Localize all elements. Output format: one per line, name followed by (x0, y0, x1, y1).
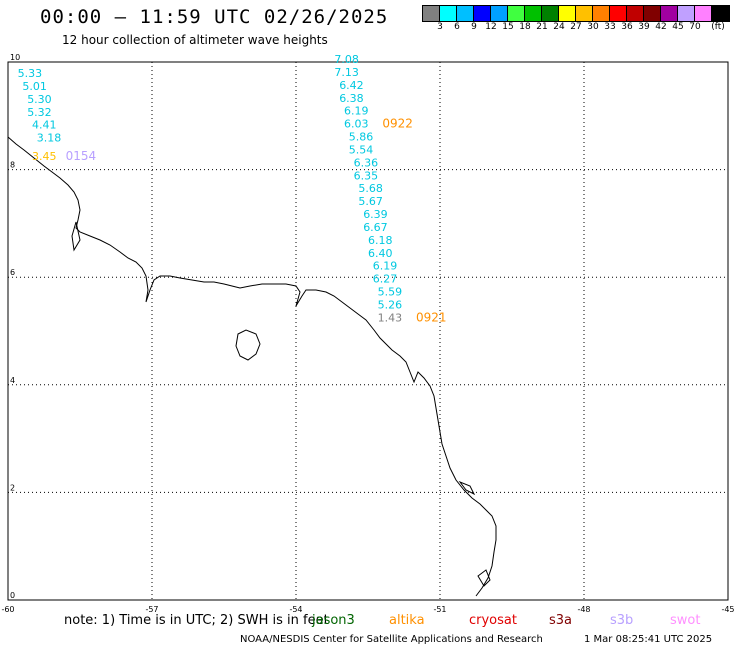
colorbar-swatch (712, 6, 729, 21)
island (235, 329, 261, 361)
wave-height-value: 6.27 (373, 273, 398, 286)
wave-height-value: 6.42 (339, 79, 364, 92)
colorbar-swatch (457, 6, 474, 21)
wave-height-value: 5.01 (22, 80, 47, 93)
colorbar-swatch (627, 6, 644, 21)
map-grid (7, 61, 729, 601)
satellite-legend-cryosat: cryosat (469, 613, 517, 628)
colorbar-swatch (610, 6, 627, 21)
colorbar-swatch (695, 6, 712, 21)
coastal-inlet-1 (71, 221, 81, 252)
wave-height-value: 6.67 (363, 221, 388, 234)
colorbar-tick-label: 9 (471, 22, 477, 32)
colorbar-swatch (593, 6, 610, 21)
wave-height-value: 5.54 (349, 143, 374, 156)
colorbar-tick-label: 6 (454, 22, 460, 32)
wave-height-value: 6.03 (344, 118, 369, 131)
latitude-tick-label: 4 (10, 376, 15, 385)
colorbar-unit: (ft) (711, 22, 725, 32)
colorbar-swatch (440, 6, 457, 21)
colorbar-tick-label: 42 (655, 22, 667, 32)
pass-time-label: 0922 (382, 117, 413, 131)
latitude-tick-label: 0 (10, 591, 15, 600)
south-america-coastline (7, 136, 497, 597)
longitude-tick-label: -48 (577, 605, 590, 614)
wave-height-value: 6.18 (368, 234, 393, 247)
wave-height-value: 7.13 (334, 66, 359, 79)
wave-height-value: 5.59 (378, 285, 403, 298)
map-frame (7, 61, 729, 601)
wave-height-value: 6.19 (344, 105, 369, 118)
colorbar-swatch (678, 6, 695, 21)
colorbar-tick-label: 33 (604, 22, 616, 32)
colorbar-tick-label: 3 (437, 22, 443, 32)
colorbar-swatch (474, 6, 491, 21)
coastal-inlet-3 (477, 569, 491, 587)
pass-time-label: 0154 (66, 149, 97, 163)
wave-height-value: 6.38 (339, 92, 364, 105)
satellite-legend-jason3: jason3 (312, 613, 355, 628)
colorbar-swatch (423, 6, 440, 21)
satellite-legend-s3b: s3b (610, 613, 634, 628)
colorbar-tick-label: 70 (689, 22, 701, 32)
wave-height-value: 4.41 (32, 119, 57, 132)
footer-credit: NOAA/NESDIS Center for Satellite Applica… (240, 634, 543, 645)
longitude-tick-label: -54 (289, 605, 302, 614)
wave-height-value: 5.32 (27, 106, 52, 119)
longitude-tick-label: -57 (145, 605, 158, 614)
colorbar-swatch (661, 6, 678, 21)
colorbar-tick-label: 21 (536, 22, 548, 32)
wave-height-value: 5.86 (349, 131, 374, 144)
colorbar-tick-label: 24 (553, 22, 565, 32)
latitude-tick-label: 8 (10, 161, 15, 170)
colorbar-tick-label: 12 (485, 22, 497, 32)
map-subtitle: 12 hour collection of altimeter wave hei… (62, 33, 328, 47)
wave-height-value: 5.68 (358, 182, 383, 195)
wave-height-value: 3.45 (32, 150, 57, 163)
colorbar-tick-label: 45 (672, 22, 684, 32)
satellite-legend-altika: altika (389, 613, 425, 628)
longitude-tick-label: -45 (721, 605, 734, 614)
colorbar-swatch (576, 6, 593, 21)
colorbar-tick-label: 27 (570, 22, 582, 32)
colorbar-swatch (644, 6, 661, 21)
colorbar-tick-label: 36 (621, 22, 633, 32)
longitude-tick-label: -51 (433, 605, 446, 614)
coastline (7, 136, 497, 597)
pass-time-label: 0921 (416, 310, 447, 324)
wave-height-value: 6.39 (363, 208, 388, 221)
latitude-tick-label: 6 (10, 268, 15, 277)
colorbar-swatch (559, 6, 576, 21)
colorbar-swatch (525, 6, 542, 21)
wave-height-value: 3.18 (37, 132, 62, 145)
latitude-tick-label: 2 (10, 483, 15, 492)
wave-height-value: 6.19 (373, 260, 398, 273)
coastal-inlet-2 (458, 480, 476, 496)
colorbar-swatch (542, 6, 559, 21)
wave-height-value: 5.30 (27, 93, 52, 106)
footer-timestamp: 1 Mar 08:25:41 UTC 2025 (584, 634, 713, 645)
latitude-tick-label: 10 (10, 53, 20, 62)
wave-height-value: 5.26 (378, 298, 403, 311)
satellite-legend-s3a: s3a (549, 613, 573, 628)
wave-height-value: 1.43 (378, 311, 403, 324)
wave-height-value: 6.40 (368, 247, 393, 260)
colorbar-swatch (508, 6, 525, 21)
map-title: 00:00 – 11:59 UTC 02/26/2025 (40, 6, 389, 28)
colorbar-tick-label: 18 (519, 22, 531, 32)
note-text: note: 1) Time is in UTC; 2) SWH is in fe… (64, 613, 329, 628)
colorbar-tick-label: 30 (587, 22, 599, 32)
colorbar-tick-label: 15 (502, 22, 514, 32)
wave-height-value: 5.67 (358, 195, 383, 208)
colorbar-tick-label: 39 (638, 22, 650, 32)
wave-height-colorbar (422, 5, 730, 22)
wave-height-value: 7.08 (334, 53, 359, 66)
satellite-legend-swot: swot (670, 613, 701, 628)
longitude-tick-label: -60 (1, 605, 14, 614)
wave-height-value: 6.35 (354, 169, 379, 182)
colorbar-swatch (491, 6, 508, 21)
wave-height-value: 6.36 (354, 156, 379, 169)
wave-height-value: 5.33 (18, 67, 42, 80)
